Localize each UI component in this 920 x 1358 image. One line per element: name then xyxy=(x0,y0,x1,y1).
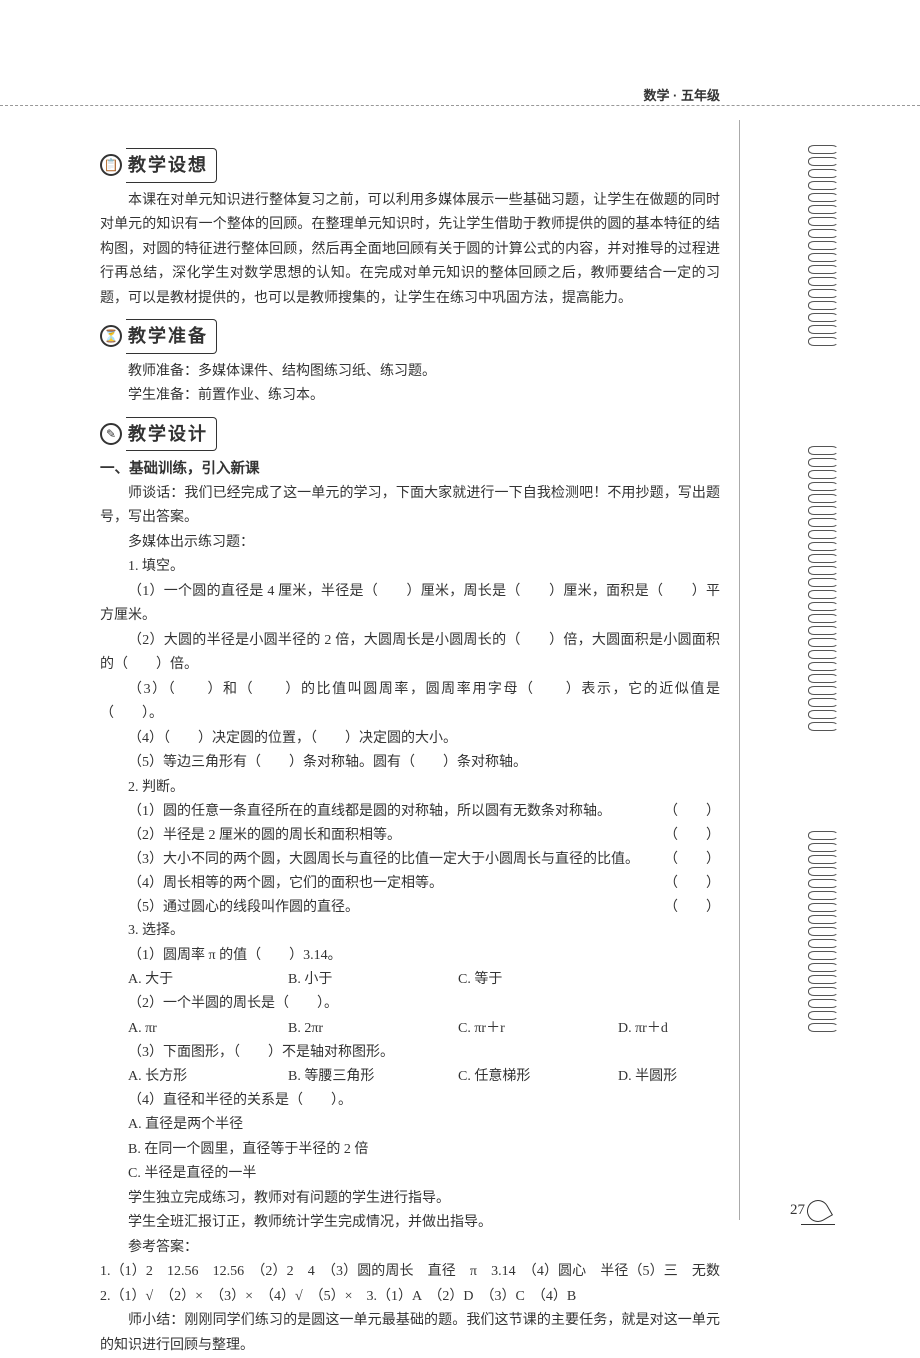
pencil-icon: ✎ xyxy=(100,423,122,445)
judge-heading: 2. 判断。 xyxy=(100,776,720,801)
choice-4-c: C. 半径是直径的一半 xyxy=(100,1162,720,1187)
section-title: 教学设想 xyxy=(126,148,217,183)
section-badge-sheji: ✎ 教学设计 xyxy=(100,417,720,452)
answer-paren: （ ） xyxy=(664,872,720,896)
fill-q3: （3）（ ）和（ ）的比值叫圆周率，圆周率用字母（ ）表示，它的近似值是（ ）。 xyxy=(100,678,720,727)
opt-c: C. πr＋r xyxy=(430,1017,590,1041)
fill-q1: （1）一个圆的直径是 4 厘米，半径是（ ）厘米，周长是（ ）厘米，面积是（ ）… xyxy=(100,580,720,629)
after-note-2: 学生全班汇报订正，教师统计学生完成情况，并做出指导。 xyxy=(100,1211,720,1236)
judge-q1: （1）圆的任意一条直径所在的直线都是圆的对称轴，所以圆有无数条对称轴。 （ ） xyxy=(100,800,720,824)
choice-4-a: A. 直径是两个半径 xyxy=(100,1113,720,1138)
opt-b: B. 2πr xyxy=(260,1017,430,1041)
judge-q2: （2）半径是 2 厘米的圆的周长和面积相等。 （ ） xyxy=(100,824,720,848)
page-number: 27 xyxy=(790,1198,805,1224)
choice-2-options: A. πr B. 2πr C. πr＋r D. πr＋d xyxy=(100,1017,720,1041)
judge-text: （3）大小不同的两个圆，大圆周长与直径的比值一定大于小圆周长与直径的比值。 xyxy=(100,848,664,872)
vertical-margin-rule xyxy=(739,120,740,1220)
hourglass-icon: ⏳ xyxy=(100,325,122,347)
header-divider xyxy=(0,105,920,106)
choice-heading: 3. 选择。 xyxy=(100,919,720,944)
judge-q3: （3）大小不同的两个圆，大圆周长与直径的比值一定大于小圆周长与直径的比值。 （ … xyxy=(100,848,720,872)
multimedia-note: 多媒体出示练习题： xyxy=(100,531,720,556)
choice-1-stem: （1）圆周率 π 的值（ ）3.14。 xyxy=(100,944,720,969)
section-title: 教学准备 xyxy=(126,319,217,354)
choice-3-options: A. 长方形 B. 等腰三角形 C. 任意梯形 D. 半圆形 xyxy=(100,1065,720,1089)
opt-a: A. 大于 xyxy=(100,968,260,992)
prep-student: 学生准备：前置作业、练习本。 xyxy=(100,384,720,409)
section-badge-sixiang: 📋 教学设想 xyxy=(100,148,720,183)
fill-q4: （4）（ ）决定圆的位置，（ ）决定圆的大小。 xyxy=(100,727,720,752)
subheading-1: 一、基础训练，引入新课 xyxy=(100,457,720,482)
teacher-summary: 师小结：刚刚同学们练习的是圆这一单元最基础的题。我们这节课的主要任务，就是对这一… xyxy=(100,1309,720,1358)
page-content: 📋 教学设想 本课在对单元知识进行整体复习之前，可以利用多媒体展示一些基础习题，… xyxy=(100,140,720,1358)
feather-icon xyxy=(801,1199,835,1225)
choice-4-b: B. 在同一个圆里，直径等于半径的 2 倍 xyxy=(100,1138,720,1163)
section-title: 教学设计 xyxy=(126,417,217,452)
section-badge-zhunbei: ⏳ 教学准备 xyxy=(100,319,720,354)
opt-d: D. 半圆形 xyxy=(590,1065,710,1089)
spiral-binding-decoration xyxy=(806,145,840,1032)
opt-b: B. 等腰三角形 xyxy=(260,1065,430,1089)
fill-q2: （2）大圆的半径是小圆半径的 2 倍，大圆周长是小圆周长的（ ）倍，大圆面积是小… xyxy=(100,629,720,678)
answers-heading: 参考答案： xyxy=(100,1236,720,1261)
fill-heading: 1. 填空。 xyxy=(100,555,720,580)
choice-1-options: A. 大于 B. 小于 C. 等于 xyxy=(100,968,720,992)
answers-line: 1.（1）2 12.56 12.56 （2）2 4 （3）圆的周长 直径 π 3… xyxy=(100,1260,720,1309)
opt-d: D. πr＋d xyxy=(590,1017,710,1041)
judge-q5: （5）通过圆心的线段叫作圆的直径。 （ ） xyxy=(100,896,720,920)
choice-4-stem: （4）直径和半径的关系是（ ）。 xyxy=(100,1089,720,1114)
opt-a: A. 长方形 xyxy=(100,1065,260,1089)
spiral-segment xyxy=(808,831,838,1032)
opt-c: C. 等于 xyxy=(430,968,590,992)
choice-2-stem: （2）一个半圆的周长是（ ）。 xyxy=(100,992,720,1017)
judge-text: （1）圆的任意一条直径所在的直线都是圆的对称轴，所以圆有无数条对称轴。 xyxy=(100,800,664,824)
teacher-talk: 师谈话：我们已经完成了这一单元的学习，下面大家就进行一下自我检测吧！不用抄题，写… xyxy=(100,482,720,531)
after-note-1: 学生独立完成练习，教师对有问题的学生进行指导。 xyxy=(100,1187,720,1212)
answer-paren: （ ） xyxy=(664,848,720,872)
judge-text: （2）半径是 2 厘米的圆的周长和面积相等。 xyxy=(100,824,664,848)
spiral-segment xyxy=(808,145,838,346)
judge-q4: （4）周长相等的两个圆，它们的面积也一定相等。 （ ） xyxy=(100,872,720,896)
answer-paren: （ ） xyxy=(664,896,720,920)
fill-q5: （5）等边三角形有（ ）条对称轴。圆有（ ）条对称轴。 xyxy=(100,751,720,776)
spiral-segment xyxy=(808,446,838,731)
paragraph: 本课在对单元知识进行整体复习之前，可以利用多媒体展示一些基础习题，让学生在做题的… xyxy=(100,189,720,312)
opt-b: B. 小于 xyxy=(260,968,430,992)
opt-a: A. πr xyxy=(100,1017,260,1041)
prep-teacher: 教师准备：多媒体课件、结构图练习纸、练习题。 xyxy=(100,360,720,385)
answer-paren: （ ） xyxy=(664,824,720,848)
choice-3-stem: （3）下面图形，（ ）不是轴对称图形。 xyxy=(100,1041,720,1066)
judge-text: （5）通过圆心的线段叫作圆的直径。 xyxy=(100,896,664,920)
opt-c: C. 任意梯形 xyxy=(430,1065,590,1089)
answer-paren: （ ） xyxy=(664,800,720,824)
page-header-subject: 数学 · 五年级 xyxy=(643,85,720,107)
clipboard-icon: 📋 xyxy=(100,154,122,176)
judge-text: （4）周长相等的两个圆，它们的面积也一定相等。 xyxy=(100,872,664,896)
